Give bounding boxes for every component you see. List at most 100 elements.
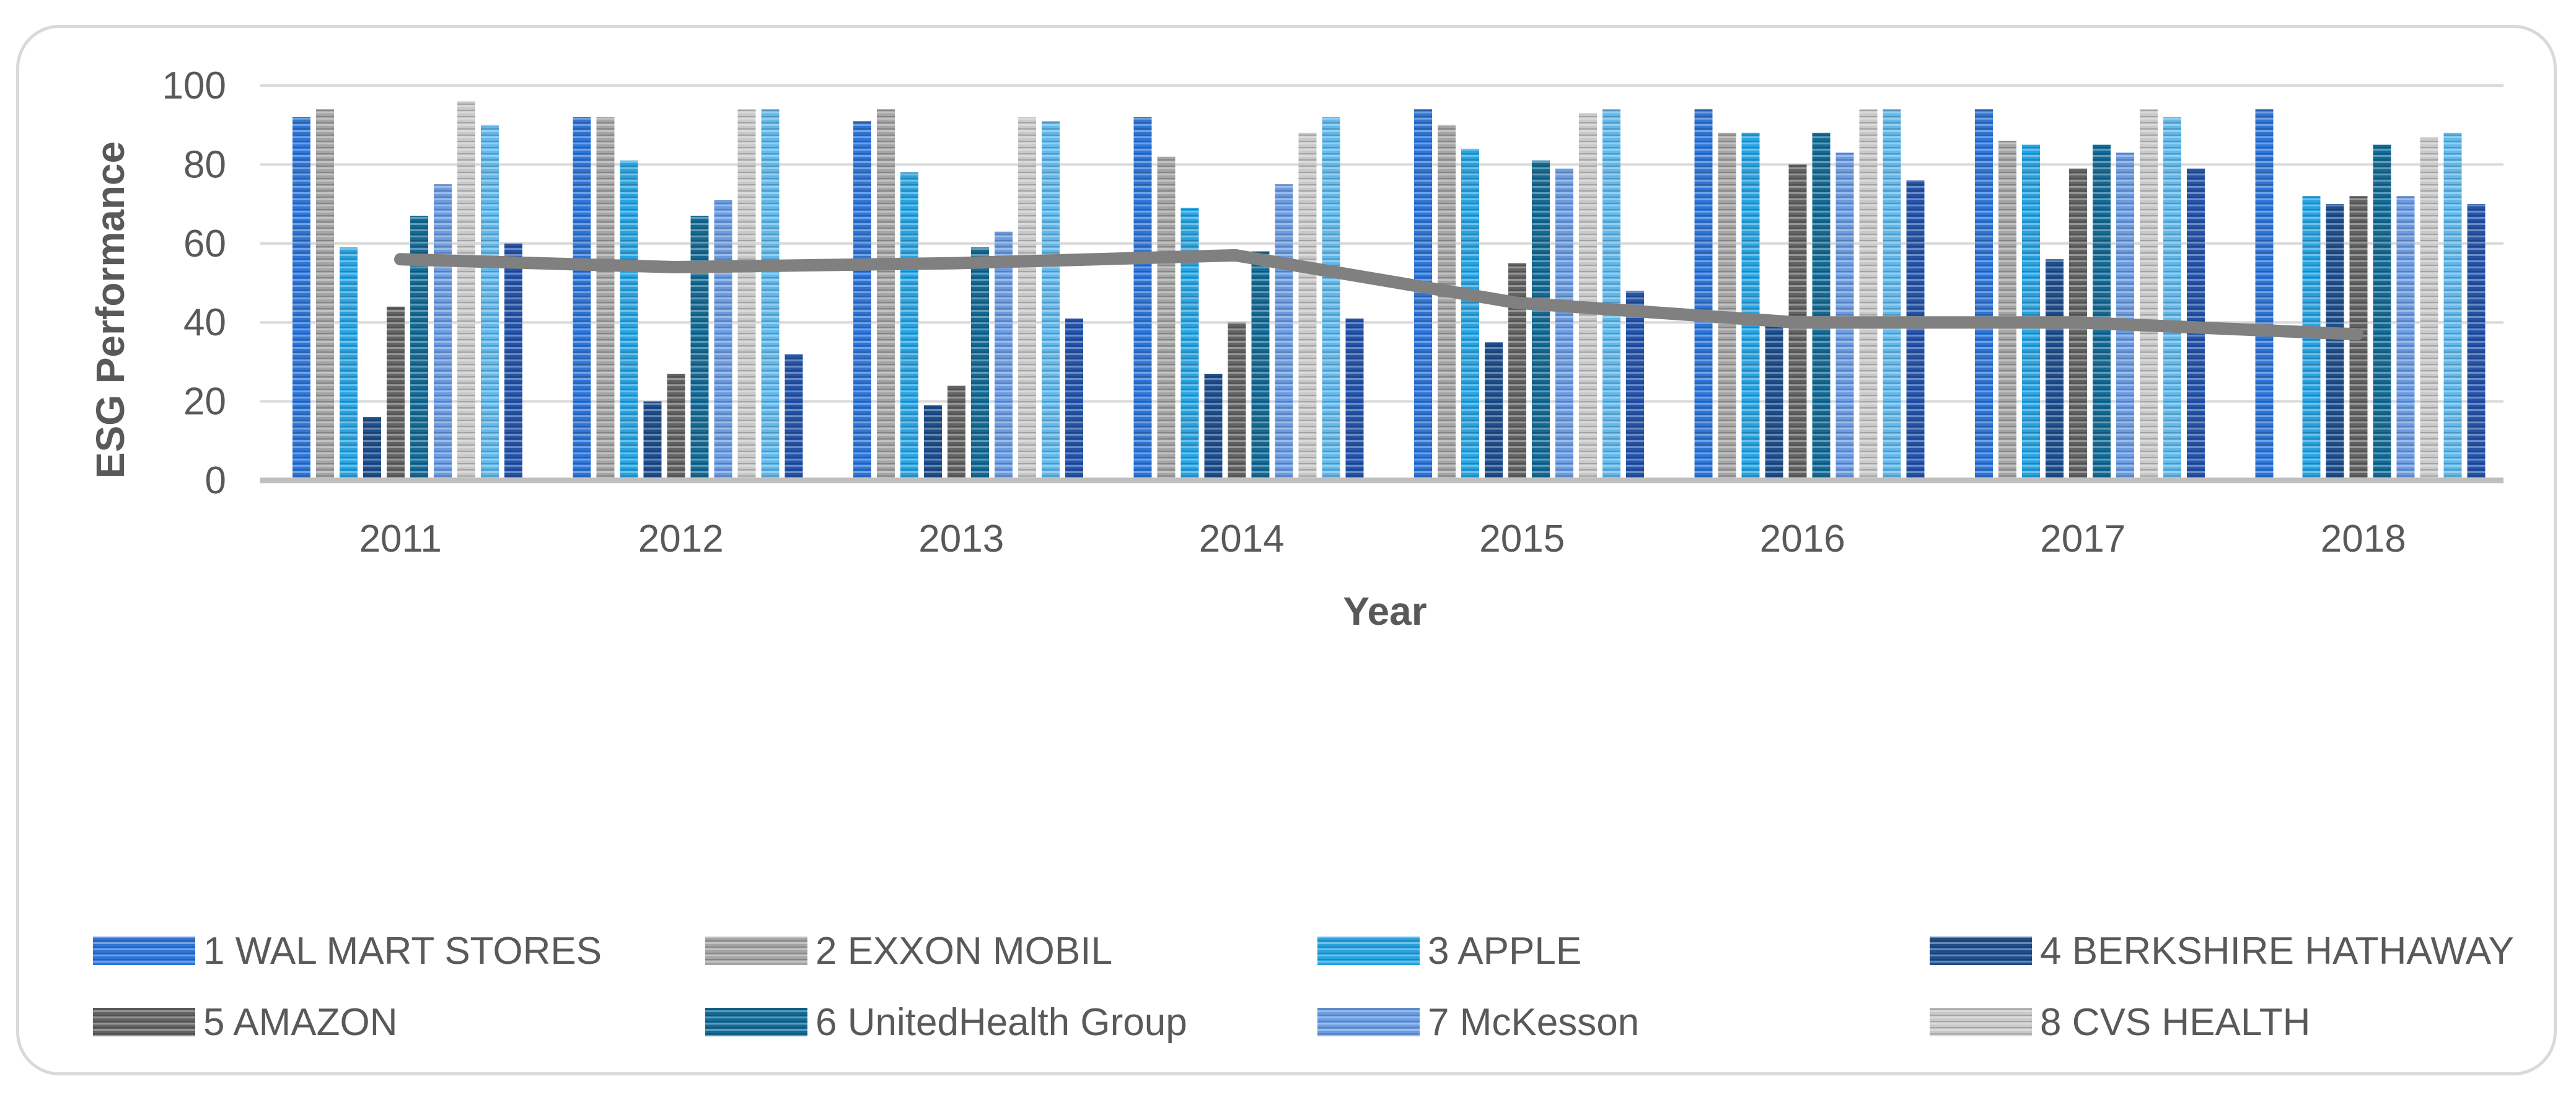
bar-2012-series-1	[573, 117, 591, 480]
bar-2011-series-1	[292, 117, 310, 480]
bar-2011-series-10	[504, 243, 522, 480]
bar-2013-series-3	[900, 172, 918, 480]
bar-2012-series-10	[785, 354, 803, 480]
bar-2014-series-7	[1275, 184, 1293, 480]
legend-swatch	[1317, 937, 1420, 965]
legend-swatch	[705, 937, 807, 965]
legend-label: 5 AMAZON	[203, 1001, 398, 1044]
bar-2013-series-2	[877, 109, 895, 481]
bar-2012-series-2	[596, 117, 615, 480]
legend-label: 3 APPLE	[1428, 930, 1581, 973]
legend-label: 1 WAL MART STORES	[203, 930, 602, 973]
bar-2015-series-8	[1579, 113, 1597, 481]
bar-2012-series-6	[690, 216, 709, 480]
bar-2013-series-6	[971, 247, 989, 480]
bar-2017-series-9	[2163, 117, 2181, 480]
bar-2015-series-4	[1485, 342, 1503, 480]
bar-2015-series-3	[1461, 148, 1479, 481]
legend-label: 7 McKesson	[1428, 1001, 1639, 1044]
bar-2016-series-10	[1906, 180, 1925, 480]
bar-2015-series-9	[1602, 109, 1620, 481]
bar-2011-series-5	[387, 306, 405, 480]
bar-2017-series-1	[1975, 109, 1993, 481]
bar-2018-series-6	[2373, 144, 2391, 481]
bar-2013-series-4	[924, 405, 942, 480]
y-tick-label: 100	[162, 64, 226, 107]
bar-2017-series-6	[2093, 144, 2111, 481]
x-tick-label: 2012	[638, 518, 724, 560]
bar-2011-series-7	[434, 184, 452, 480]
bar-2015-series-10	[1626, 291, 1644, 480]
bar-2017-series-4	[2046, 259, 2064, 480]
bars	[292, 101, 2486, 481]
bar-2015-series-6	[1532, 161, 1550, 480]
bar-2018-series-4	[2326, 204, 2344, 480]
bar-2018-series-9	[2443, 133, 2462, 480]
y-tick-label: 0	[205, 459, 226, 502]
bar-2011-series-8	[457, 101, 475, 481]
bar-2017-series-2	[1998, 141, 2016, 480]
bar-2012-series-7	[714, 200, 732, 480]
bar-2014-series-1	[1133, 117, 1152, 480]
bar-2014-series-9	[1322, 117, 1340, 480]
bar-2016-series-9	[1883, 109, 1901, 481]
bar-2015-series-1	[1414, 109, 1432, 481]
bar-2012-series-9	[761, 109, 780, 481]
y-tick-label: 40	[183, 301, 226, 344]
legend-label: 6 UnitedHealth Group	[815, 1001, 1187, 1044]
bar-2013-series-10	[1065, 318, 1083, 480]
x-tick-label: 2015	[1479, 518, 1565, 560]
x-tick-label: 2011	[359, 518, 442, 560]
bar-2016-series-4	[1765, 322, 1783, 480]
bar-2014-series-3	[1180, 208, 1199, 480]
x-tick-label: 2018	[2321, 518, 2406, 560]
bar-2016-series-6	[1812, 133, 1831, 480]
legend: 1 WAL MART STORES 2 EXXON MOBIL 3 APPLE 4 B…	[93, 930, 2514, 1044]
legend-label: 2 EXXON MOBIL	[815, 930, 1112, 973]
y-tick-label: 20	[183, 381, 226, 423]
legend-label: 8 CVS HEALTH	[2040, 1001, 2310, 1044]
x-tick-label: 2013	[918, 518, 1004, 560]
bar-2011-series-9	[481, 125, 499, 480]
bar-2016-series-2	[1718, 133, 1736, 480]
y-axis-title: ESG Performance	[88, 141, 133, 479]
bar-2012-series-4	[643, 401, 662, 480]
bar-2011-series-3	[340, 247, 358, 480]
bar-2011-series-2	[316, 109, 334, 481]
bar-2014-series-6	[1251, 251, 1270, 480]
legend-label: 4 BERKSHIRE HATHAWAY	[2040, 930, 2514, 973]
bar-2017-series-8	[2140, 109, 2158, 481]
y-tick-label: 80	[183, 143, 226, 186]
legend-swatch	[705, 1008, 807, 1036]
trend-line-layer	[394, 249, 2363, 341]
legend-swatch	[1930, 937, 2032, 965]
x-tick-label: 2014	[1199, 518, 1285, 560]
bar-2014-series-5	[1228, 322, 1246, 480]
bar-2014-series-8	[1298, 133, 1317, 480]
bar-2012-series-5	[667, 374, 685, 480]
legend-swatch	[1317, 1008, 1420, 1036]
bar-2013-series-1	[853, 121, 871, 480]
bar-2018-series-1	[2255, 109, 2274, 481]
y-tick-label: 60	[183, 223, 226, 265]
bar-2013-series-7	[995, 231, 1013, 480]
legend-swatch	[1930, 1008, 2032, 1036]
x-tick-label: 2017	[2040, 518, 2125, 560]
bar-2018-series-7	[2396, 196, 2415, 480]
bar-2011-series-4	[363, 417, 381, 480]
trend-line	[394, 249, 2363, 341]
bar-2017-series-7	[2116, 152, 2134, 481]
bar-2016-series-8	[1859, 109, 1878, 481]
bar-2018-series-10	[2467, 204, 2486, 480]
bar-2016-series-1	[1694, 109, 1713, 481]
bar-2013-series-8	[1018, 117, 1036, 480]
tick-labels: 0 20 40 60 80 100 2011 2012 2013 2014 2015 2016 2017…	[162, 64, 2406, 560]
x-axis-title: Year	[1343, 589, 1426, 633]
bar-2015-series-7	[1555, 168, 1573, 480]
bar-2012-series-3	[620, 161, 638, 480]
bar-2014-series-4	[1204, 374, 1223, 480]
bar-2017-series-3	[2022, 144, 2040, 481]
legend-swatch	[93, 937, 195, 965]
bar-2014-series-10	[1345, 318, 1364, 480]
